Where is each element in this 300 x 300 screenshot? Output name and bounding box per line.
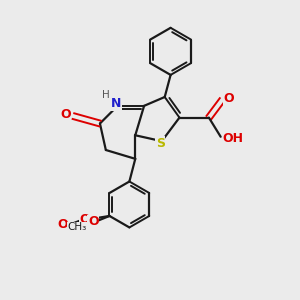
Text: O: O xyxy=(60,108,70,121)
Text: OH: OH xyxy=(223,132,244,145)
Text: N: N xyxy=(111,97,121,110)
Text: O: O xyxy=(88,215,99,228)
Text: O: O xyxy=(57,218,68,231)
Text: S: S xyxy=(156,137,165,150)
Text: O: O xyxy=(223,92,234,105)
Text: O: O xyxy=(80,213,90,226)
Text: H: H xyxy=(102,90,110,100)
Text: CH₃: CH₃ xyxy=(68,222,87,232)
